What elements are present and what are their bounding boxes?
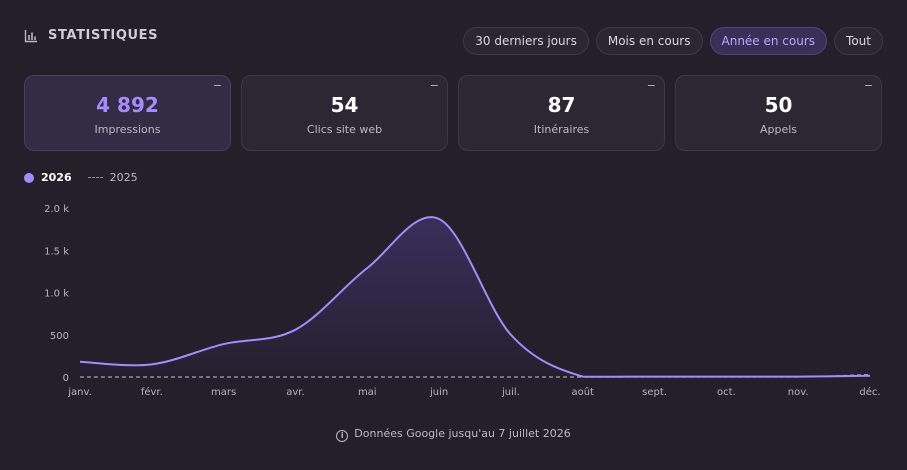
card-value: 87 <box>547 93 576 117</box>
series-line-2026 <box>79 216 871 378</box>
data-source-note: i Données Google jusqu'au 7 juillet 2026 <box>0 427 907 442</box>
collapse-icon[interactable]: − <box>212 79 222 92</box>
collapse-icon[interactable]: − <box>429 79 439 92</box>
filter-current-year[interactable]: Année en cours <box>709 27 828 55</box>
legend-dash-2025 <box>87 177 103 178</box>
y-tick-label: 500 <box>50 331 69 342</box>
footer-text: Données Google jusqu'au 7 juillet 2026 <box>354 427 571 440</box>
collapse-icon[interactable]: − <box>863 79 873 92</box>
chart-legend: 2026 2025 <box>24 171 138 184</box>
filter-30-days[interactable]: 30 derniers jours <box>463 27 589 55</box>
legend-label-2025[interactable]: 2025 <box>109 171 138 184</box>
x-tick-label: juil. <box>501 387 520 398</box>
x-tick-label: sept. <box>642 387 667 398</box>
card-label: Clics site web <box>306 123 383 136</box>
x-tick-label: déc. <box>859 386 880 398</box>
card-directions[interactable]: − 87 Itinéraires <box>458 75 665 151</box>
filter-current-month[interactable]: Mois en cours <box>595 27 703 55</box>
x-tick-label: avr. <box>286 387 304 398</box>
impressions-chart: 0 500 1.0 k 1.5 k 2.0 k janv. févr. mars avr. mai… <box>44 204 880 398</box>
x-tick-label: févr. <box>141 386 163 398</box>
bar-chart-icon <box>24 29 37 42</box>
card-website-clicks[interactable]: − 54 Clics site web <box>241 75 448 151</box>
collapse-icon[interactable]: − <box>646 79 656 92</box>
card-value: 4 892 <box>96 93 159 117</box>
x-tick-label: mai <box>358 387 377 398</box>
card-impressions[interactable]: − 4 892 Impressions <box>24 75 231 151</box>
x-tick-label: nov. <box>788 387 809 398</box>
period-filters: 30 derniers jours Mois en cours Année en… <box>463 27 883 55</box>
card-label: Impressions <box>94 123 161 136</box>
card-label: Appels <box>759 123 798 136</box>
x-tick-label: août <box>571 386 594 398</box>
x-tick-label: oct. <box>717 387 736 398</box>
x-tick-label: janv. <box>67 387 92 398</box>
legend-dot-2026 <box>24 172 34 183</box>
filter-all[interactable]: Tout <box>834 27 883 55</box>
legend-label-2026[interactable]: 2026 <box>41 171 72 184</box>
x-tick-label: juin <box>429 387 448 398</box>
metric-cards: − 4 892 Impressions − 54 Clics site web … <box>24 75 882 151</box>
x-tick-label: mars <box>211 387 236 398</box>
stats-header: STATISTIQUES <box>24 28 158 43</box>
card-calls[interactable]: − 50 Appels <box>675 75 882 151</box>
card-value: 54 <box>330 93 359 117</box>
card-value: 50 <box>764 93 793 117</box>
y-tick-label: 1.5 k <box>44 246 69 257</box>
y-tick-label: 0 <box>63 373 69 384</box>
y-tick-label: 1.0 k <box>44 289 69 300</box>
y-tick-label: 2.0 k <box>44 204 69 215</box>
series-area-2026 <box>80 217 870 377</box>
info-icon: i <box>336 430 349 442</box>
card-label: Itinéraires <box>533 123 590 136</box>
page-title: STATISTIQUES <box>48 28 159 43</box>
